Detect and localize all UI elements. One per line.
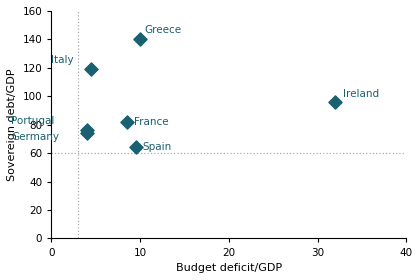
Text: Portugal: Portugal bbox=[11, 116, 55, 126]
X-axis label: Budget deficit/GDP: Budget deficit/GDP bbox=[176, 263, 282, 273]
Y-axis label: Sovereign debt/GDP: Sovereign debt/GDP bbox=[7, 68, 17, 181]
Text: France: France bbox=[134, 117, 168, 127]
Point bbox=[84, 131, 90, 136]
Point bbox=[332, 100, 339, 104]
Point bbox=[84, 128, 90, 133]
Point bbox=[137, 37, 144, 42]
Text: Italy: Italy bbox=[51, 55, 74, 65]
Point bbox=[123, 120, 130, 124]
Text: Germany: Germany bbox=[11, 132, 59, 142]
Text: Ireland: Ireland bbox=[343, 89, 379, 99]
Point bbox=[132, 145, 139, 150]
Text: Greece: Greece bbox=[144, 25, 181, 35]
Text: Spain: Spain bbox=[143, 143, 172, 153]
Point bbox=[88, 67, 94, 71]
